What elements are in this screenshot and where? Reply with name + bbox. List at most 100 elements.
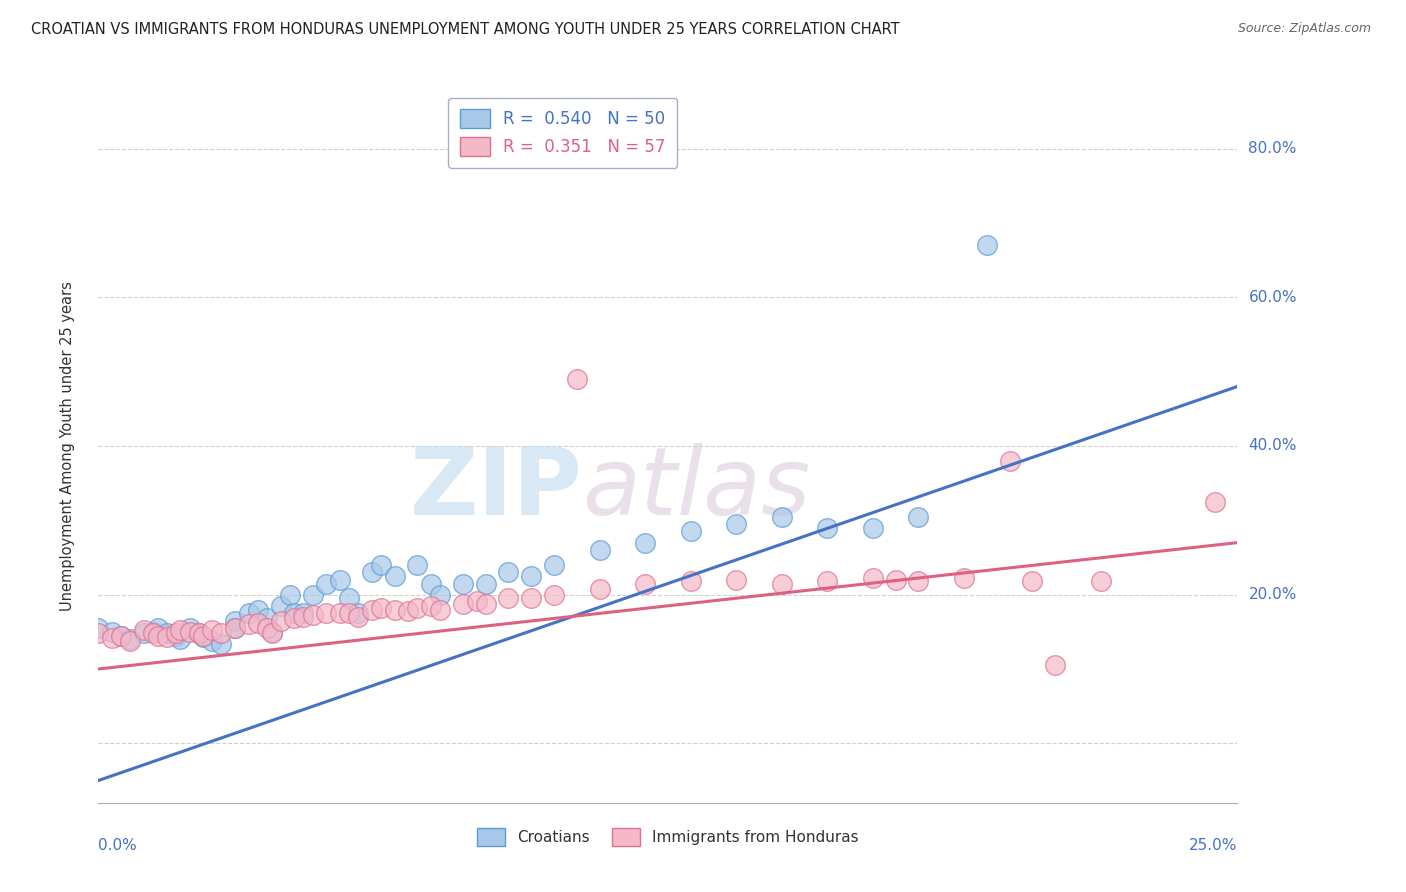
Point <box>179 624 201 639</box>
Point <box>360 566 382 580</box>
Point <box>588 543 610 558</box>
Point <box>201 623 224 637</box>
Y-axis label: Unemployment Among Youth under 25 years: Unemployment Among Youth under 25 years <box>60 281 75 611</box>
Point <box>474 597 496 611</box>
Point <box>301 607 323 622</box>
Point <box>451 597 474 611</box>
Point <box>384 602 406 616</box>
Text: 25.0%: 25.0% <box>1189 838 1237 854</box>
Point <box>329 573 352 587</box>
Point <box>169 624 191 638</box>
Point <box>142 626 165 640</box>
Point <box>146 621 169 635</box>
Point <box>315 576 337 591</box>
Point <box>169 632 191 647</box>
Point <box>406 601 429 615</box>
Point <box>420 599 443 613</box>
Point <box>862 571 884 585</box>
Point <box>132 624 155 638</box>
Point <box>634 576 657 591</box>
Point <box>884 573 907 587</box>
Point <box>770 576 793 591</box>
Point <box>246 615 269 630</box>
Point <box>429 602 451 616</box>
Point <box>998 454 1021 468</box>
Point <box>565 372 588 386</box>
Point <box>187 626 209 640</box>
Text: 60.0%: 60.0% <box>1249 290 1296 305</box>
Point <box>420 576 443 591</box>
Point <box>815 574 838 589</box>
Point <box>588 582 610 596</box>
Point <box>396 604 419 618</box>
Point <box>406 558 429 572</box>
Point <box>246 602 269 616</box>
Text: atlas: atlas <box>582 443 811 534</box>
Point <box>120 633 142 648</box>
Point <box>238 607 260 621</box>
Point <box>815 521 838 535</box>
Text: 0.0%: 0.0% <box>98 838 138 854</box>
Point <box>474 576 496 591</box>
Point <box>451 576 474 591</box>
Point <box>315 607 337 621</box>
Point <box>278 588 301 602</box>
Point <box>238 617 260 632</box>
Point <box>725 573 748 587</box>
Text: 20.0%: 20.0% <box>1249 587 1296 602</box>
Point <box>725 516 748 531</box>
Point <box>953 571 976 585</box>
Point <box>907 574 929 589</box>
Point <box>142 624 165 639</box>
Point <box>101 631 124 645</box>
Point <box>370 558 392 572</box>
Point <box>907 509 929 524</box>
Point <box>347 610 370 624</box>
Point <box>165 628 187 642</box>
Point <box>301 588 323 602</box>
Point <box>770 509 793 524</box>
Point <box>87 621 110 635</box>
Point <box>520 569 543 583</box>
Point <box>543 588 565 602</box>
Point <box>165 626 187 640</box>
Point <box>110 628 132 642</box>
Point <box>256 611 278 625</box>
Point <box>193 628 215 642</box>
Text: ZIP: ZIP <box>409 442 582 535</box>
Point <box>209 637 232 651</box>
Point <box>329 607 352 621</box>
Point <box>498 566 520 580</box>
Point <box>976 238 998 252</box>
Point <box>193 630 215 644</box>
Point <box>384 569 406 583</box>
Point <box>292 610 315 624</box>
Point <box>679 524 702 539</box>
Point <box>465 593 488 607</box>
Point <box>337 607 360 621</box>
Point <box>270 614 292 628</box>
Point <box>679 574 702 589</box>
Point <box>201 633 224 648</box>
Point <box>370 601 392 615</box>
Point <box>1090 574 1112 589</box>
Point <box>187 626 209 640</box>
Point <box>1021 574 1043 589</box>
Text: 40.0%: 40.0% <box>1249 439 1296 453</box>
Point <box>146 628 169 642</box>
Point <box>283 611 305 625</box>
Point <box>337 591 360 606</box>
Point <box>256 621 278 635</box>
Point <box>283 607 305 621</box>
Point <box>179 621 201 635</box>
Text: 80.0%: 80.0% <box>1249 141 1296 156</box>
Point <box>498 591 520 606</box>
Point <box>634 535 657 549</box>
Point <box>270 599 292 613</box>
Point <box>132 626 155 640</box>
Point <box>543 558 565 572</box>
Point <box>520 591 543 606</box>
Point <box>862 521 884 535</box>
Point <box>209 626 232 640</box>
Point <box>347 607 370 621</box>
